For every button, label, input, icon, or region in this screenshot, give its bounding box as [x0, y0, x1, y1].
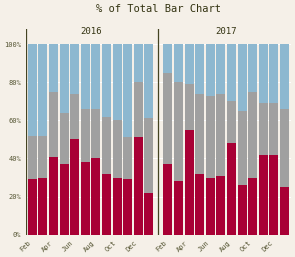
Bar — [60, 113, 69, 164]
Bar — [134, 44, 143, 82]
Title: % of Total Bar Chart: % of Total Bar Chart — [96, 4, 221, 14]
Bar — [195, 174, 204, 235]
Bar — [163, 73, 173, 164]
Bar — [144, 44, 153, 118]
Bar — [81, 109, 90, 162]
Bar — [217, 44, 225, 94]
Bar — [102, 44, 111, 116]
Bar — [91, 159, 100, 235]
Bar — [185, 130, 194, 235]
Bar — [70, 44, 79, 94]
Bar — [269, 103, 278, 155]
Bar — [49, 44, 58, 92]
Bar — [163, 44, 173, 73]
Bar — [269, 44, 278, 103]
Bar — [113, 178, 122, 235]
Bar — [237, 44, 247, 111]
Bar — [163, 164, 173, 235]
Bar — [28, 44, 37, 136]
Bar — [269, 155, 278, 235]
Bar — [174, 44, 183, 82]
Bar — [280, 109, 289, 187]
Bar — [60, 164, 69, 235]
Bar — [280, 44, 289, 109]
Bar — [248, 44, 257, 92]
Bar — [60, 44, 69, 113]
Bar — [195, 44, 204, 94]
Bar — [49, 157, 58, 235]
Text: 2017: 2017 — [215, 27, 237, 36]
Bar — [38, 44, 47, 136]
Bar — [70, 139, 79, 235]
Bar — [217, 176, 225, 235]
Bar — [237, 185, 247, 235]
Bar — [206, 96, 215, 178]
Bar — [28, 136, 37, 179]
Bar — [217, 94, 225, 176]
Bar — [70, 94, 79, 139]
Bar — [134, 82, 143, 137]
Bar — [248, 178, 257, 235]
Bar — [227, 101, 236, 143]
Bar — [91, 109, 100, 159]
Bar — [185, 44, 194, 84]
Bar — [227, 143, 236, 235]
Bar — [227, 44, 236, 101]
Bar — [102, 174, 111, 235]
Bar — [113, 120, 122, 178]
Text: 2016: 2016 — [80, 27, 101, 36]
Bar — [102, 116, 111, 174]
Bar — [123, 179, 132, 235]
Bar — [134, 137, 143, 235]
Bar — [174, 181, 183, 235]
Bar — [123, 44, 132, 137]
Bar — [91, 44, 100, 109]
Bar — [144, 193, 153, 235]
Bar — [144, 118, 153, 193]
Bar — [280, 187, 289, 235]
Bar — [49, 92, 58, 157]
Bar — [259, 103, 268, 155]
Bar — [174, 82, 183, 181]
Bar — [123, 137, 132, 179]
Bar — [81, 44, 90, 109]
Bar — [38, 178, 47, 235]
Bar — [113, 44, 122, 120]
Bar — [237, 111, 247, 185]
Bar — [38, 136, 47, 178]
Bar — [81, 162, 90, 235]
Bar — [259, 44, 268, 103]
Bar — [185, 84, 194, 130]
Bar — [259, 155, 268, 235]
Bar — [195, 94, 204, 174]
Bar — [28, 179, 37, 235]
Bar — [248, 92, 257, 178]
Bar — [206, 44, 215, 96]
Bar — [206, 178, 215, 235]
